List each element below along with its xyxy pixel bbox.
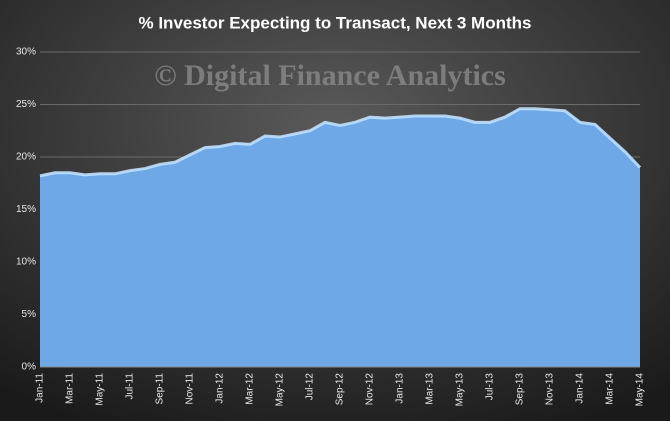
x-tick-label: Sep-11 xyxy=(155,373,166,405)
y-tick-label: 25% xyxy=(16,99,36,110)
x-tick-label: Mar-14 xyxy=(605,373,616,405)
x-tick-label: Sep-12 xyxy=(335,373,346,406)
x-tick-label: Mar-11 xyxy=(65,373,76,404)
y-tick-label: 10% xyxy=(16,257,36,268)
x-tick-label: Nov-11 xyxy=(185,373,196,405)
y-tick-label: 15% xyxy=(16,204,36,215)
x-tick-label: Jan-13 xyxy=(395,373,406,404)
x-tick-label: May-14 xyxy=(635,373,646,407)
y-tick-label: 30% xyxy=(16,47,36,58)
area-edge xyxy=(39,107,642,178)
x-tick-label: May-11 xyxy=(95,373,106,406)
x-tick-label: Jan-14 xyxy=(575,373,586,404)
watermark: © Digital Finance Analytics xyxy=(154,59,506,92)
x-tick-label: Nov-12 xyxy=(365,373,376,406)
chart-title: % Investor Expecting to Transact, Next 3… xyxy=(139,13,532,32)
x-tick-label: Jul-11 xyxy=(125,373,136,400)
area xyxy=(40,108,640,367)
x-tick-label: Mar-12 xyxy=(245,373,256,405)
x-tick-label: Sep-13 xyxy=(515,373,526,406)
x-tick-label: Mar-13 xyxy=(425,373,436,405)
x-tick-label: Jul-12 xyxy=(305,373,316,401)
x-tick-label: Jan-12 xyxy=(215,373,226,404)
x-tick-label: May-12 xyxy=(275,373,286,407)
y-tick-label: 0% xyxy=(22,362,37,373)
x-tick-label: Jan-11 xyxy=(35,373,46,403)
x-tick-label: Nov-13 xyxy=(545,373,556,406)
y-tick-label: 5% xyxy=(22,309,37,320)
x-tick-label: May-13 xyxy=(455,373,466,407)
y-tick-label: 20% xyxy=(16,152,36,163)
x-tick-label: Jul-13 xyxy=(485,373,496,401)
